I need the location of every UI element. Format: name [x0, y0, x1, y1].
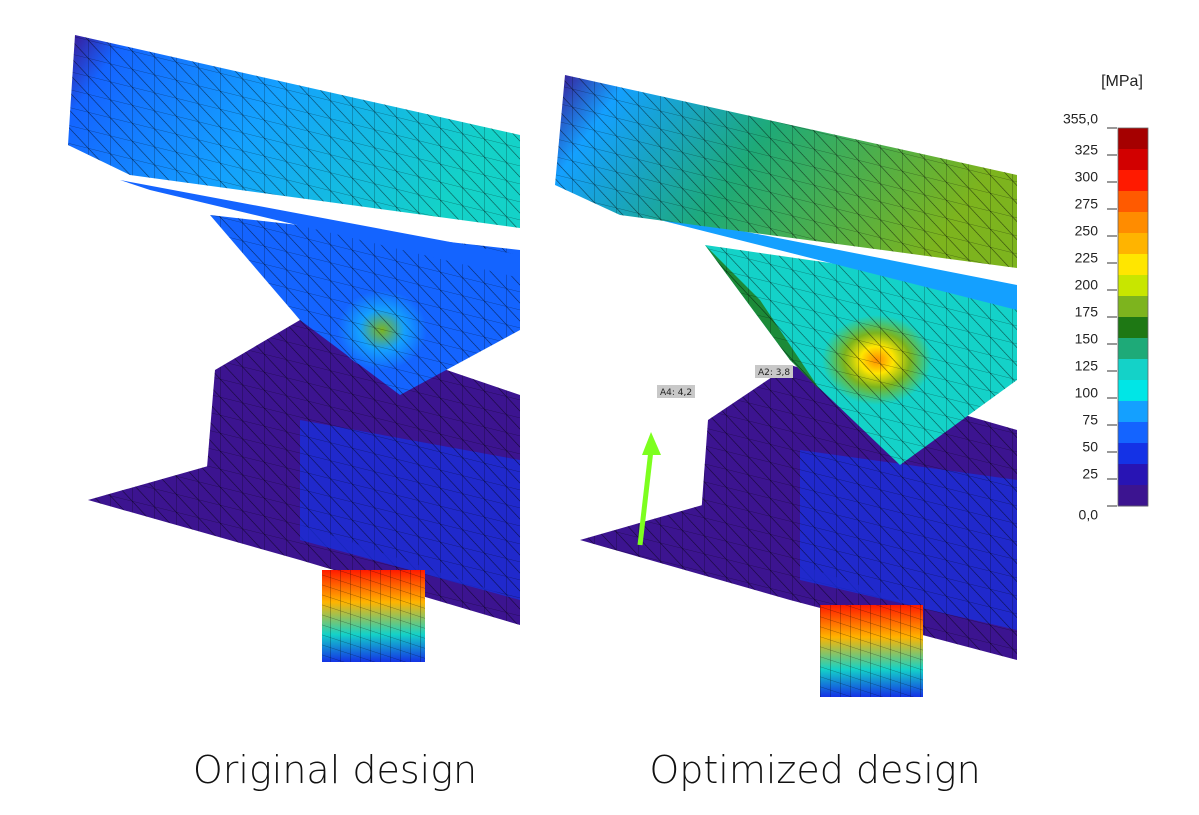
legend-tick-label: 0,0: [1079, 507, 1099, 523]
annotation-box: [657, 385, 695, 398]
legend-band: [1118, 422, 1148, 444]
legend-band: [1118, 464, 1148, 486]
legend-band: [1118, 401, 1148, 423]
legend-tick-label: 150: [1075, 331, 1099, 347]
legend-band: [1118, 338, 1148, 360]
legend-tick-label: 75: [1082, 412, 1098, 428]
annotation-box: [755, 365, 793, 378]
legend-tick-label: 225: [1075, 250, 1099, 266]
legend-band: [1118, 317, 1148, 339]
legend-band: [1118, 212, 1148, 234]
arrow-head: [642, 432, 661, 455]
legend-tick-label: 100: [1075, 385, 1099, 401]
legend-tick-label: 50: [1082, 439, 1098, 455]
legend-band: [1118, 275, 1148, 297]
caption: Optimized design: [649, 748, 980, 792]
legend-band: [1118, 359, 1148, 381]
legend-band: [1118, 128, 1148, 150]
legend-unit: [MPa]: [1101, 73, 1143, 90]
legend: 355,0 325 300 275 250 225 200 175 150 125 100 75 50 2…: [1063, 111, 1149, 523]
legend-tick-label: 125: [1075, 358, 1099, 374]
annotation: A4: 4,2: [660, 388, 692, 398]
legend-band: [1118, 485, 1148, 507]
legend-tick-label: 200: [1075, 277, 1099, 293]
legend-tick-label: 355,0: [1063, 111, 1098, 127]
legend-border: [1117, 127, 1149, 507]
legend-band: [1118, 233, 1148, 255]
legend-tick-label: 300: [1075, 169, 1099, 185]
original-model: [68, 35, 520, 662]
annotation: A2: 3,8: [758, 368, 790, 378]
load-arrow: [637, 449, 654, 546]
legend-band: [1118, 296, 1148, 318]
legend-band: [1118, 443, 1148, 465]
caption: Original design: [193, 748, 477, 792]
legend-tick-label: 175: [1075, 304, 1099, 320]
optimized-model: [555, 75, 1017, 697]
legend-tick-label: 250: [1075, 223, 1099, 239]
legend-band: [1118, 191, 1148, 213]
legend-band: [1118, 254, 1148, 276]
legend-tick-label: 275: [1075, 196, 1099, 212]
legend-band: [1118, 170, 1148, 192]
legend-band: [1118, 149, 1148, 171]
legend-tick-label: 25: [1082, 466, 1098, 482]
legend-tick-label: 325: [1075, 142, 1099, 158]
legend-band: [1118, 380, 1148, 402]
